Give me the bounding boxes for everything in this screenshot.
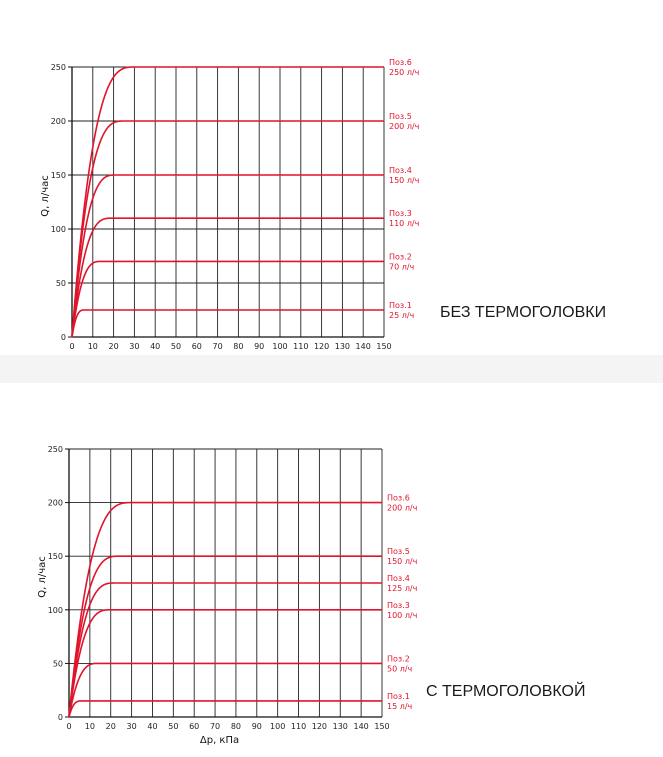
series-line-3	[68, 609, 382, 718]
series-name-label: Поз.5	[387, 547, 410, 556]
x-tick-label: 0	[69, 342, 74, 351]
x-tick-label: 130	[335, 342, 350, 351]
y-axis-title: Q, л/час	[37, 556, 48, 598]
y-tick-label: 250	[48, 445, 63, 454]
y-tick-label: 100	[48, 606, 63, 615]
chart-panel-without-thermohead: 0 50 100 150 200 250 0 10 20 30 40 50 60 70 80 90 100 110…	[0, 0, 663, 366]
series-value-label: 125 л/ч	[387, 584, 417, 593]
x-tick-label: 120	[312, 722, 327, 731]
series-line-2	[68, 662, 382, 718]
y-tick-label: 50	[56, 279, 66, 288]
x-tick-label: 70	[210, 722, 220, 731]
series-value-label: 250 л/ч	[389, 68, 419, 77]
series-value-label: 15 л/ч	[387, 702, 412, 711]
series-value-label: 100 л/ч	[387, 611, 417, 620]
series-name-label: Поз.1	[387, 692, 410, 701]
y-tick-label: 0	[61, 333, 66, 342]
series-name-label: Поз.2	[389, 252, 412, 261]
series-line-1	[71, 309, 384, 338]
series-name-label: Поз.4	[389, 166, 412, 175]
series-line-3	[71, 217, 384, 338]
panel-label-without-thermohead: БЕЗ ТЕРМОГОЛОВКИ	[440, 304, 607, 321]
flow-chart-without-thermohead: 0 50 100 150 200 250 0 10 20 30 40 50 60 70 80 90 100 110…	[40, 58, 419, 366]
series-name-label: Поз.4	[387, 574, 410, 583]
y-tick-label: 200	[48, 499, 63, 508]
series-line-5	[68, 555, 382, 718]
series-name-label: Поз.2	[387, 654, 410, 663]
x-tick-label: 40	[147, 722, 157, 731]
series-group	[68, 501, 382, 718]
series-name-label: Поз.3	[387, 601, 410, 610]
x-tick-label: 30	[127, 722, 137, 731]
y-tick-label: 250	[51, 63, 66, 72]
x-axis-title: Δp, кПа	[200, 735, 239, 746]
flow-chart-with-thermohead: 0 50 100 150 200 250 0 10 20 30 40 50 60 70 80 90 100 110…	[37, 445, 417, 746]
x-tick-label: 10	[88, 342, 98, 351]
x-tick-label: 130	[333, 722, 348, 731]
x-tick-label: 20	[109, 342, 119, 351]
series-value-label: 50 л/ч	[387, 664, 412, 673]
y-tick-label: 150	[51, 171, 66, 180]
x-tick-label: 90	[252, 722, 262, 731]
series-name-label: Поз.6	[389, 58, 412, 67]
x-tick-label: 20	[106, 722, 116, 731]
x-tick-label: 100	[270, 722, 285, 731]
x-tick-label: 50	[168, 722, 178, 731]
panel-label-with-thermohead: С ТЕРМОГОЛОВКОЙ	[426, 683, 586, 700]
series-name-label: Поз.1	[389, 301, 412, 310]
x-tick-label: 80	[233, 342, 243, 351]
x-tick-label: 50	[171, 342, 181, 351]
y-tick-label: 150	[48, 552, 63, 561]
x-tick-label: 40	[150, 342, 160, 351]
x-tick-label: 0	[66, 722, 71, 731]
grid	[72, 66, 385, 337]
series-name-label: Поз.5	[389, 112, 412, 121]
series-name-label: Поз.3	[389, 209, 412, 218]
series-value-label: 25 л/ч	[389, 311, 414, 320]
y-tick-label: 100	[51, 225, 66, 234]
series-value-label: 200 л/ч	[389, 122, 419, 131]
series-line-6	[68, 501, 382, 718]
series-value-label: 110 л/ч	[389, 219, 419, 228]
y-tick-label: 50	[53, 659, 63, 668]
x-tick-label: 150	[376, 342, 391, 351]
series-line-2	[71, 260, 384, 338]
x-tick-label: 140	[353, 722, 368, 731]
series-name-label: Поз.6	[387, 494, 410, 503]
x-tick-label: 60	[189, 722, 199, 731]
y-axis-title: Q, л/час	[40, 175, 51, 217]
x-tick-label: 10	[85, 722, 95, 731]
series-value-label: 70 л/ч	[389, 262, 414, 271]
series-line-4	[68, 582, 382, 718]
chart-panel-with-thermohead: 0 50 100 150 200 250 0 10 20 30 40 50 60 70 80 90 100 110…	[0, 383, 663, 757]
series-line-1	[68, 700, 382, 718]
x-tick-label: 60	[192, 342, 202, 351]
x-tick-label: 110	[293, 342, 308, 351]
series-value-label: 150 л/ч	[387, 557, 417, 566]
y-tick-label: 0	[58, 713, 63, 722]
series-group	[71, 66, 384, 338]
x-tick-label: 110	[291, 722, 306, 731]
x-tick-label: 150	[374, 722, 389, 731]
series-line-4	[71, 174, 384, 338]
x-tick-label: 100	[272, 342, 287, 351]
section-divider	[0, 355, 663, 383]
x-tick-label: 90	[254, 342, 264, 351]
x-tick-label: 140	[356, 342, 371, 351]
series-value-label: 200 л/ч	[387, 504, 417, 513]
x-tick-label: 30	[129, 342, 139, 351]
x-tick-label: 70	[213, 342, 223, 351]
x-tick-label: 80	[231, 722, 241, 731]
y-tick-label: 200	[51, 117, 66, 126]
x-tick-label: 120	[314, 342, 329, 351]
series-value-label: 150 л/ч	[389, 176, 419, 185]
series-line-6	[71, 66, 384, 338]
